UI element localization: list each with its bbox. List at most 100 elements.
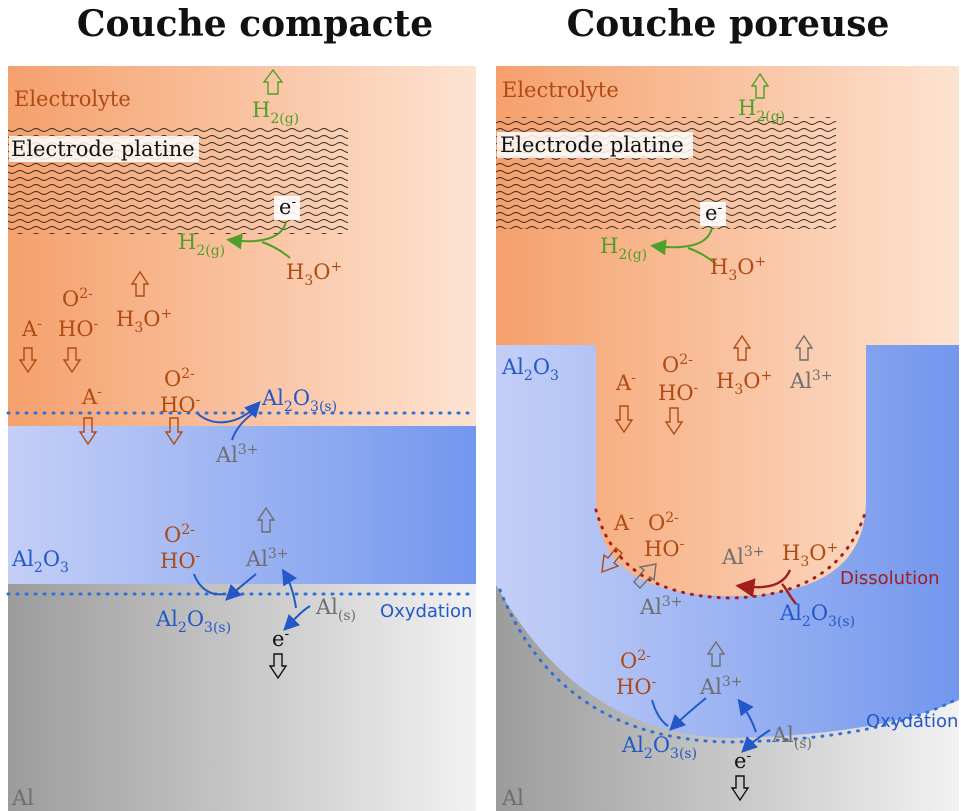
reduction-arrow-right (650, 227, 713, 256)
oxide-formation-arrow-bottom (193, 573, 225, 596)
electrode-label-bg (9, 136, 199, 162)
dissolution-arrow (735, 569, 792, 598)
ho-label-pore: HO- (658, 380, 699, 405)
al-solid-label: Al(s) (315, 595, 356, 624)
al3-to-oxide-arrow-top (231, 413, 253, 441)
h2-product-label: H2(g) (178, 230, 225, 259)
ho-diag-arrow-icon (633, 563, 657, 590)
h2-product-label-right: H2(g) (600, 234, 647, 263)
h3o-migrating-label: H3O+ (116, 306, 172, 336)
h3o-up-arrow-icon-pore (732, 334, 752, 361)
al3-up-arrow-icon-lower-right (706, 640, 726, 667)
h2-escape-arrow-icon-right (750, 72, 770, 99)
compact-layer-panel: Electrolyte Electrode platine Al Al2O3 H… (6, 66, 478, 811)
h3o-to-h2-arrow-right (687, 247, 717, 265)
ho-label-front: HO- (644, 536, 685, 561)
anion-label-front: A- (613, 510, 634, 535)
al2o3-to-dissolution-arrow (781, 583, 797, 605)
anion-down-arrow-icon-pore (614, 405, 634, 434)
al3-to-oxide-arrow-bottom (225, 573, 257, 601)
ho-down-arrow-icon-pore (664, 407, 684, 436)
oxide-formation-arrow-top (197, 401, 261, 424)
al3-up-arrow-icon-pore (794, 334, 814, 361)
electrode-label: Electrode platine (11, 137, 195, 161)
porous-layer-labels: Electrolyte Electrode platine Al2O3 Al H… (497, 72, 958, 810)
h2-gas-label: H2(g) (252, 98, 299, 127)
title-porous-layer: Couche poreuse (567, 3, 890, 45)
metal-label: Al (11, 786, 34, 810)
ho-down-arrow-icon-1 (62, 347, 82, 374)
h3o-up-arrow-icon (130, 270, 150, 297)
ho-label-lower-right: HO- (616, 674, 657, 699)
al3-label-front: Al3+ (639, 594, 683, 619)
al2o3-product-lower-right: Al2O3(s) (621, 733, 697, 762)
electron-down-arrow-icon (268, 653, 288, 680)
oxidation-arrow-right (741, 729, 771, 753)
h3o-reactant-label: H3O+ (286, 259, 342, 289)
al2o3-dissolving-label: Al2O3(s) (779, 601, 855, 630)
electron-box (274, 196, 300, 220)
dissolution-interface (594, 508, 868, 600)
al3-dissolved-label: Al3+ (721, 544, 765, 569)
h2-gas-label-right: H2(g) (738, 96, 785, 125)
electron-label-right: e- (705, 200, 722, 225)
h3o-to-h2-arrow (261, 241, 291, 259)
electron-metal-label-right: e- (734, 748, 751, 773)
o2-label-3: O2- (164, 522, 195, 547)
reduction-arrow (226, 221, 287, 250)
al3-up-arrow-icon-1 (256, 506, 276, 533)
al-solid-label-right: Al(s) (771, 723, 812, 752)
oxide-formation-arrow-right (651, 699, 669, 727)
al3-label-pore: Al3+ (789, 368, 833, 393)
dissolution-label: Dissolution (840, 568, 940, 589)
electrolyte-region (8, 66, 476, 426)
anion-label-2: A- (81, 384, 102, 409)
al-oxidation-up-arrow-right (737, 698, 757, 733)
o2-label-1: O2- (62, 286, 93, 311)
electrode-label-bg-right (497, 132, 693, 158)
o2-label-lower-right: O2- (620, 648, 651, 673)
title-compact-layer: Couche compacte (77, 3, 433, 45)
al3-label-mid: Al3+ (245, 546, 289, 571)
anion-label-pore: A- (615, 370, 636, 395)
electrode-label-right: Electrode platine (500, 133, 684, 157)
h2-escape-arrow-icon (262, 68, 284, 95)
ho-label-2: HO- (160, 392, 201, 417)
al3-label-top: Al3+ (215, 442, 259, 467)
metal-label-right: Al (501, 786, 524, 810)
oxide-label-right: Al2O3 (501, 355, 559, 384)
anion-down-arrow-icon-2 (78, 417, 98, 446)
electron-box-right (700, 202, 726, 226)
o2-label-pore: O2- (662, 352, 693, 377)
anion-down-arrow-icon-1 (18, 347, 38, 374)
al3-label-lower-right: Al3+ (699, 674, 743, 699)
oxide-label: Al2O3 (11, 547, 69, 576)
anion-label-1: A- (21, 316, 42, 341)
oxide-region (8, 426, 476, 584)
anion-diag-arrow-icon (601, 547, 623, 574)
h3o-dissolution-label: H3O+ (782, 540, 838, 570)
electron-label: e- (279, 194, 296, 219)
oxidation-interface-right (498, 588, 959, 744)
oxidation-label-right: Oxydation (866, 711, 958, 732)
al2o3-product-top: Al2O3(s) (261, 386, 337, 415)
electron-down-arrow-icon-right (730, 775, 750, 802)
oxidation-label-left: Oxydation (380, 601, 472, 622)
porous-layer-panel (496, 66, 959, 811)
oxidation-arrow-left (283, 605, 311, 631)
al3-to-oxide-arrow-right (669, 697, 707, 731)
al-oxidation-up-arrow (281, 568, 298, 609)
ho-label-3: HO- (160, 548, 201, 573)
ho-label-1: HO- (58, 316, 99, 341)
h3o-reactant-label-right: H3O+ (710, 254, 766, 284)
ho-down-arrow-icon-2 (164, 417, 184, 446)
electrolyte-label: Electrolyte (14, 87, 131, 111)
al2o3-product-bottom: Al2O3(s) (155, 607, 231, 636)
o2-label-front: O2- (648, 510, 679, 535)
electron-metal-label: e- (272, 626, 289, 651)
o2-label-2: O2- (164, 366, 195, 391)
metal-region (8, 584, 476, 811)
h3o-label-pore: H3O+ (716, 368, 772, 398)
electrolyte-label-right: Electrolyte (502, 78, 619, 102)
